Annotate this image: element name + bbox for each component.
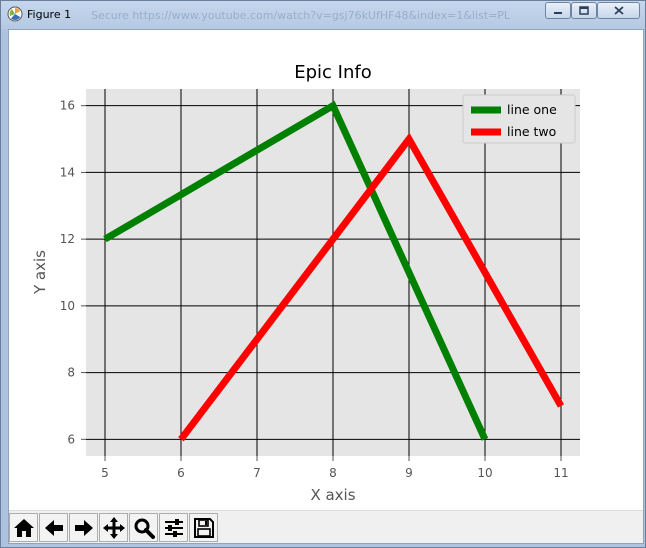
background-address-bar-text: Secure https://www.youtube.com/watch?v=g… [91,9,511,22]
maximize-button[interactable] [571,2,597,19]
y-tick-label: 16 [60,99,75,113]
navigation-toolbar [9,510,643,543]
window-title: Figure 1 [27,8,72,21]
legend-label: line two [507,124,556,139]
y-tick-label: 12 [60,232,75,246]
y-axis-label: Y axis [31,250,49,295]
zoom-icon [134,518,155,539]
forward-button[interactable] [69,513,98,542]
title-bar[interactable]: Figure 1 Secure https://www.youtube.com/… [1,1,645,29]
legend-label: line one [507,102,557,117]
back-button[interactable] [39,513,68,542]
maximize-icon [579,6,589,15]
x-tick-label: 5 [101,466,109,480]
close-button[interactable] [597,2,640,19]
y-tick-label: 6 [67,432,75,446]
save-button[interactable] [189,513,218,542]
pan-icon [102,516,125,539]
save-icon [193,517,214,538]
y-tick-label: 14 [60,165,75,179]
subplots-button[interactable] [159,513,188,542]
matplotlib-app-icon [7,6,23,22]
close-icon [613,6,624,15]
legend: line one line two [462,94,576,144]
configure-subplots-icon [164,518,183,537]
x-tick-label: 10 [477,466,492,480]
x-tick-label: 11 [553,466,568,480]
home-button[interactable] [9,513,38,542]
home-icon [13,518,34,537]
y-tick-label: 10 [60,299,75,313]
series-line-1 [103,100,489,441]
y-tick-label: 8 [67,366,75,380]
x-axis-label: X axis [310,486,355,504]
x-tick-label: 7 [253,466,261,480]
line-chart[interactable]: 5 6 7 8 9 10 11 6 8 10 12 14 16 Epic Info X axis Y a… [9,30,643,510]
minimize-button[interactable] [545,2,571,19]
series-line-2 [178,132,565,442]
x-tick-label: 9 [405,466,413,480]
back-arrow-icon [44,519,63,536]
forward-arrow-icon [74,519,93,536]
minimize-icon [554,11,562,14]
x-tick-label: 8 [329,466,337,480]
x-tick-label: 6 [177,466,185,480]
chart-title: Epic Info [294,62,371,83]
pan-button[interactable] [99,513,128,542]
figure-canvas-area: 5 6 7 8 9 10 11 6 8 10 12 14 16 Epic Info X axis Y a… [8,29,644,544]
zoom-button[interactable] [129,513,158,542]
